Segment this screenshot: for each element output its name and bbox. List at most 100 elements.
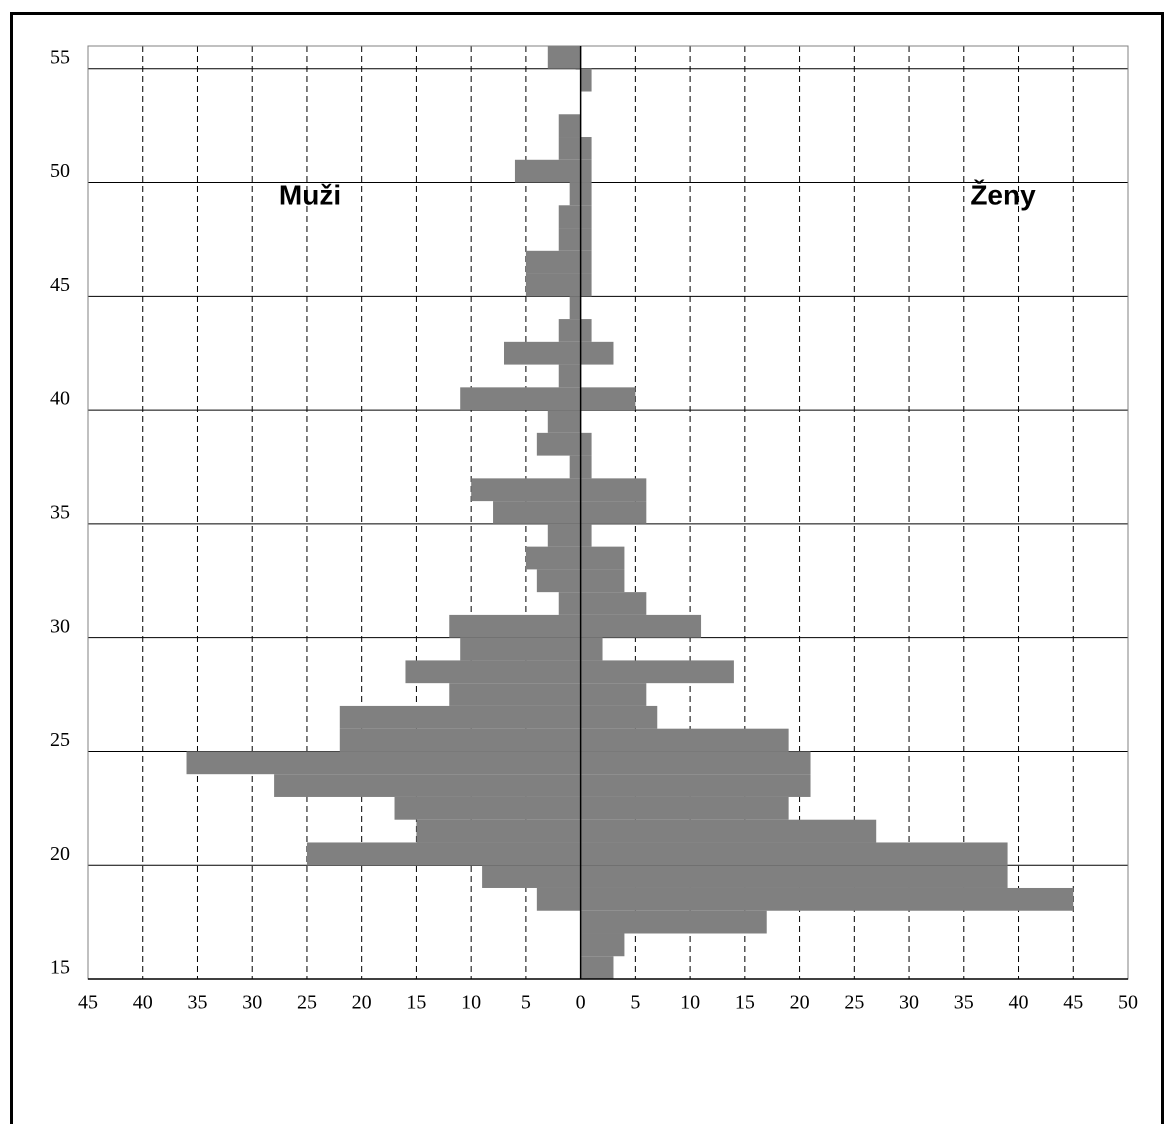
bar (580, 182, 592, 206)
x-tick-label: 10 (461, 992, 481, 1014)
bar (339, 705, 581, 729)
bar (580, 660, 734, 684)
bar (580, 478, 647, 502)
y-tick-label: 35 (50, 501, 70, 523)
bar (449, 614, 581, 638)
x-tick-label: 50 (1118, 992, 1138, 1014)
bar (394, 796, 581, 820)
bar (339, 728, 581, 752)
x-tick-label: 45 (1063, 992, 1083, 1014)
bar (580, 796, 789, 820)
bar (547, 410, 581, 433)
bar (580, 137, 592, 160)
x-tick-label: 45 (78, 992, 98, 1014)
bar (580, 819, 877, 843)
bar (482, 865, 581, 888)
bar (580, 546, 625, 570)
x-tick-label: 40 (133, 992, 153, 1014)
series-label: Muži (279, 179, 341, 210)
series-label: Ženy (970, 179, 1036, 210)
x-tick-label: 30 (242, 992, 262, 1014)
bar (580, 728, 789, 752)
bar (186, 751, 581, 775)
bar (580, 705, 658, 729)
x-tick-label: 5 (630, 992, 640, 1014)
bar (580, 774, 811, 797)
bar (405, 660, 581, 684)
bar (525, 250, 581, 274)
bar (558, 592, 581, 615)
bar (416, 819, 581, 843)
bar (580, 842, 1008, 866)
frame (10, 12, 1164, 1124)
bar (306, 842, 581, 866)
bar (569, 296, 581, 320)
bar (580, 68, 592, 92)
x-tick-label: 0 (576, 992, 586, 1014)
bar (580, 614, 702, 638)
bar (580, 432, 592, 456)
bar (460, 637, 581, 661)
bar (274, 774, 581, 797)
bar (580, 887, 1074, 911)
bar (525, 273, 581, 297)
bar (580, 683, 647, 706)
bar (547, 523, 581, 547)
bar (558, 205, 581, 229)
bar (558, 228, 581, 251)
bar (558, 319, 581, 342)
x-tick-label: 25 (297, 992, 317, 1014)
bar (580, 341, 614, 365)
bar (580, 387, 636, 411)
x-tick-label: 15 (406, 992, 426, 1014)
bar (536, 569, 581, 593)
bar (580, 159, 592, 183)
y-tick-label: 55 (50, 46, 70, 68)
x-tick-label: 40 (1009, 992, 1029, 1014)
bar (580, 751, 811, 775)
bar (547, 46, 581, 69)
x-tick-label: 25 (844, 992, 864, 1014)
bar (580, 319, 592, 342)
bar (514, 159, 581, 183)
bar (580, 569, 625, 593)
bar (558, 114, 581, 138)
y-tick-label: 45 (50, 274, 70, 296)
bar (580, 933, 625, 957)
bar (580, 523, 592, 547)
bar (558, 364, 581, 388)
bar (569, 455, 581, 479)
bar (580, 501, 647, 524)
y-tick-label: 25 (50, 729, 70, 751)
bar (580, 592, 647, 615)
bar (580, 250, 592, 274)
x-tick-label: 5 (521, 992, 531, 1014)
bar (493, 501, 581, 524)
bar (471, 478, 581, 502)
bar (460, 387, 581, 411)
bar (580, 956, 614, 979)
bar (580, 637, 603, 661)
y-tick-label: 40 (50, 388, 70, 410)
y-tick-label: 20 (50, 843, 70, 865)
x-tick-label: 20 (790, 992, 810, 1014)
bar (558, 137, 581, 160)
bar (580, 910, 767, 934)
y-tick-label: 30 (50, 615, 70, 637)
x-tick-label: 35 (187, 992, 207, 1014)
bar (580, 865, 1008, 888)
bar (504, 341, 581, 365)
x-tick-label: 10 (680, 992, 700, 1014)
x-tick-label: 35 (954, 992, 974, 1014)
bar (449, 683, 581, 706)
bar (580, 205, 592, 229)
x-tick-label: 30 (899, 992, 919, 1014)
x-tick-label: 20 (352, 992, 372, 1014)
bar (580, 273, 592, 297)
bar (536, 887, 581, 911)
x-tick-label: 15 (735, 992, 755, 1014)
bar (580, 228, 592, 251)
bar (580, 455, 592, 479)
bar (536, 432, 581, 456)
